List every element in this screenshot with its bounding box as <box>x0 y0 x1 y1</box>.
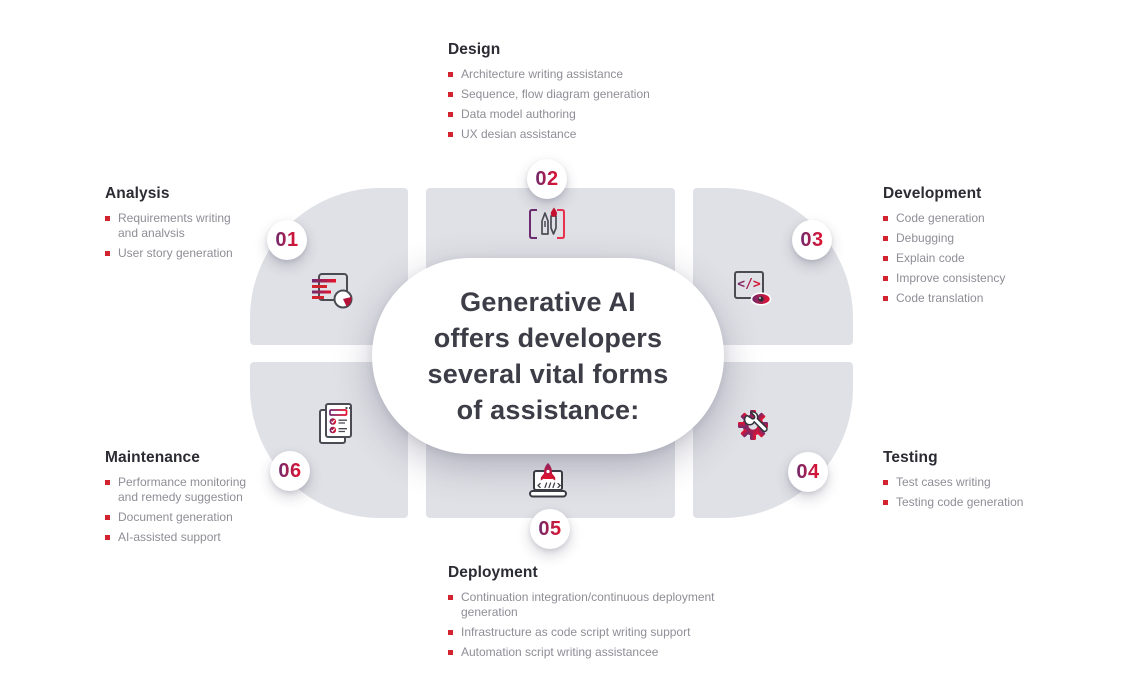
bullet-square-icon <box>883 276 888 281</box>
list-item: UX desian assistance <box>448 127 733 142</box>
report-chart-icon <box>310 272 356 315</box>
bullet-square-icon <box>448 630 453 635</box>
step-number: 03 <box>800 228 824 251</box>
section-maintenance: Maintenance Performance monitoring and r… <box>105 449 255 550</box>
list-item: Debugging <box>883 231 1103 246</box>
section-items: Code generation Debugging Explain code I… <box>883 211 1103 306</box>
section-items: Performance monitoring and remedy sugges… <box>105 475 255 545</box>
step-badge-05: 05 <box>530 509 570 549</box>
section-title: Maintenance <box>105 449 200 466</box>
bullet-square-icon <box>883 236 888 241</box>
step-badge-04: 04 <box>788 452 828 492</box>
bullet-square-icon <box>448 595 453 600</box>
bullet-square-icon <box>448 92 453 97</box>
section-title: Development <box>883 185 982 202</box>
section-title: Analysis <box>105 185 170 202</box>
step-badge-03: 03 <box>792 220 832 260</box>
step-badge-01: 01 <box>267 220 307 260</box>
step-number: 04 <box>796 460 820 483</box>
bullet-square-icon <box>448 132 453 137</box>
list-item: Infrastructure as code script writing su… <box>448 625 726 640</box>
list-item: Data model authoring <box>448 107 733 122</box>
step-number: 06 <box>278 459 302 482</box>
step-badge-02: 02 <box>527 159 567 199</box>
checklist-doc-icon <box>317 402 355 451</box>
list-item: AI-assisted support <box>105 530 255 545</box>
section-title: Deployment <box>448 564 538 581</box>
bullet-square-icon <box>883 480 888 485</box>
section-items: Test cases writing Testing code generati… <box>883 475 1103 510</box>
list-item: Improve consistency <box>883 271 1103 286</box>
list-item: Sequence, flow diagram generation <box>448 87 733 102</box>
list-item: Requirements writing and analvsis <box>105 211 240 241</box>
list-item: Testing code generation <box>883 495 1103 510</box>
bullet-square-icon <box>883 216 888 221</box>
list-item: Test cases writing <box>883 475 1103 490</box>
step-badge-06: 06 <box>270 451 310 491</box>
bullet-square-icon <box>105 216 110 221</box>
section-deployment: Deployment Continuation integration/cont… <box>448 564 726 665</box>
list-item: Architecture writing assistance <box>448 67 733 82</box>
section-items: Requirements writing and analvsis User s… <box>105 211 240 261</box>
section-testing: Testing Test cases writing Testing code … <box>883 449 1103 515</box>
svg-text:</>: </> <box>737 277 761 292</box>
list-item: Continuation integration/continuous depl… <box>448 590 726 620</box>
bullet-square-icon <box>448 650 453 655</box>
list-item: Automation script writing assistancee <box>448 645 726 660</box>
laptop-rocket-icon <box>525 462 571 507</box>
code-eye-icon: </> <box>730 270 774 311</box>
step-number: 01 <box>275 228 299 251</box>
list-item: Code generation <box>883 211 1103 226</box>
section-design: Design Architecture writing assistance S… <box>448 41 733 147</box>
section-items: Architecture writing assistance Sequence… <box>448 67 733 142</box>
section-development: Development Code generation Debugging Ex… <box>883 185 1103 311</box>
bullet-square-icon <box>883 500 888 505</box>
list-item: User story generation <box>105 246 240 261</box>
gear-wrench-icon <box>734 404 776 451</box>
bullet-square-icon <box>448 112 453 117</box>
list-item: Code translation <box>883 291 1103 306</box>
section-analysis: Analysis Requirements writing and analvs… <box>105 185 240 266</box>
pen-tools-icon <box>525 206 569 247</box>
bullet-square-icon <box>105 515 110 520</box>
bullet-square-icon <box>883 296 888 301</box>
list-item: Performance monitoring and remedy sugges… <box>105 475 255 505</box>
list-item: Explain code <box>883 251 1103 266</box>
bullet-square-icon <box>105 535 110 540</box>
center-callout: Generative AI offers developers several … <box>372 258 724 454</box>
bullet-square-icon <box>448 72 453 77</box>
bullet-square-icon <box>883 256 888 261</box>
bullet-square-icon <box>105 480 110 485</box>
list-item: Document generation <box>105 510 255 525</box>
bullet-square-icon <box>105 251 110 256</box>
center-title: Generative AI offers developers several … <box>427 287 669 425</box>
step-number: 02 <box>535 167 559 190</box>
section-title: Testing <box>883 449 938 466</box>
step-number: 05 <box>538 517 562 540</box>
section-title: Design <box>448 41 501 58</box>
section-items: Continuation integration/continuous depl… <box>448 590 726 660</box>
